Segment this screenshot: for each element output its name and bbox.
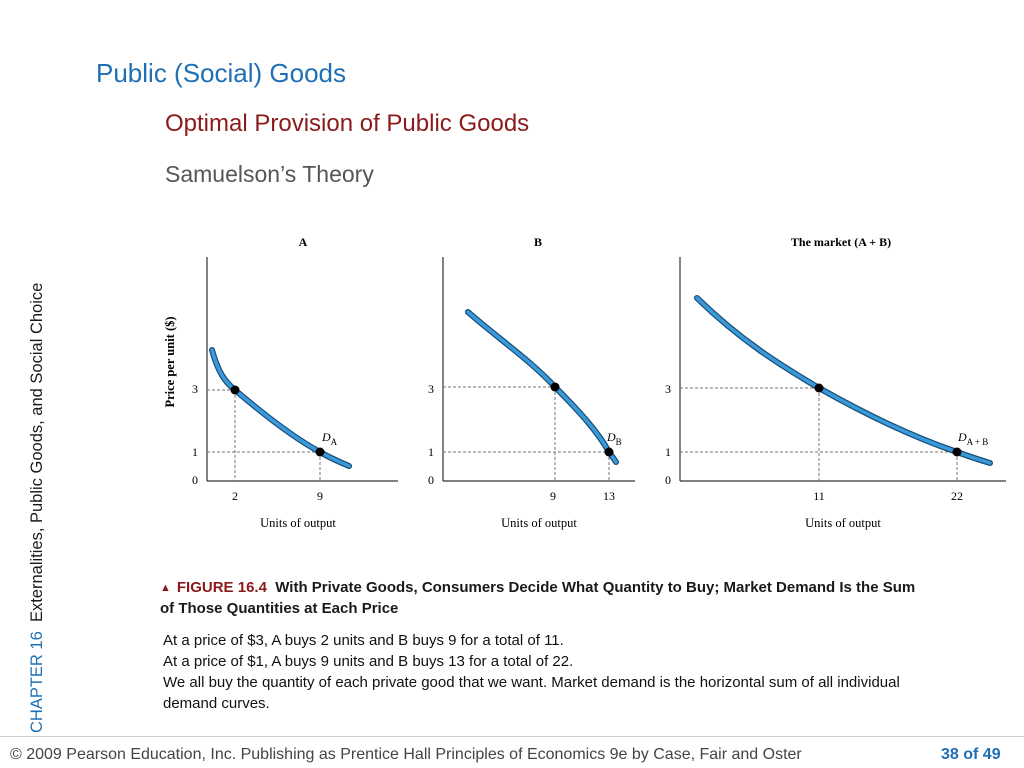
- chart-panel-b: B 0 1 3 DB 9 13 Units of output: [428, 235, 635, 530]
- chart-a-ytick-0: 0: [192, 473, 198, 487]
- chart-b-curve-label-sub: B: [616, 437, 622, 447]
- chart-a-demand-outline: [209, 347, 352, 469]
- chart-market-xtick-11: 11: [813, 489, 825, 503]
- body-text: At a price of $3, A buys 2 units and B b…: [163, 630, 943, 714]
- chart-a-title: A: [299, 235, 308, 249]
- chart-b-point-p1: [604, 447, 614, 457]
- slide-subsubtitle: Samuelson’s Theory: [165, 161, 374, 187]
- chart-b-xlabel: Units of output: [501, 516, 577, 530]
- chart-market-demand-outline: [694, 295, 993, 466]
- chart-a-ytick-1: 1: [192, 445, 198, 459]
- chart-panel-a: A Price per unit ($) 0 1 3 DA 2 9 Units …: [163, 235, 398, 530]
- chart-a-demand-curve: [210, 348, 351, 468]
- chart-market-title: The market (A + B): [791, 235, 891, 249]
- chart-b-demand-curve: [466, 310, 618, 464]
- body-line: At a price of $1, A buys 9 units and B b…: [163, 653, 574, 670]
- chart-a-xtick-9: 9: [317, 489, 323, 503]
- chart-a-curve-label-sub: A: [331, 437, 338, 447]
- figure-caption-text: With Private Goods, Consumers Decide Wha…: [160, 579, 916, 617]
- chart-a-xlabel: Units of output: [260, 516, 336, 530]
- slide-title: Public (Social) Goods: [96, 58, 346, 88]
- chart-b-xtick-13: 13: [603, 489, 615, 503]
- chart-b-curve-label-d: D: [606, 430, 616, 444]
- chart-market-curve-label: DA + B: [957, 430, 988, 447]
- chart-a-curve-label-d: D: [321, 430, 331, 444]
- chart-b-ytick-0: 0: [428, 473, 434, 487]
- chart-market-ytick-1: 1: [665, 445, 671, 459]
- chart-b-point-p3: [550, 382, 560, 392]
- chart-a-ylabel: Price per unit ($): [163, 316, 177, 407]
- page-number: 38 of 49: [941, 746, 1001, 763]
- chart-market-ytick-3: 3: [665, 382, 671, 396]
- chart-a-ytick-3: 3: [192, 382, 198, 396]
- footer-copyright: © 2009 Pearson Education, Inc. Publishin…: [10, 746, 802, 763]
- chart-market-demand-curve: [695, 296, 992, 465]
- chart-b-ytick-1: 1: [428, 445, 434, 459]
- chart-b-curve-label: DB: [606, 430, 622, 447]
- chart-market-xlabel: Units of output: [805, 516, 881, 530]
- footer-divider: [0, 736, 1024, 737]
- chart-market-curve-label-sub: A + B: [967, 437, 989, 447]
- chart-a-point-p1: [315, 447, 325, 457]
- figure-caption: ▲ FIGURE 16.4 With Private Goods, Consume…: [160, 578, 920, 619]
- chart-a-xtick-2: 2: [232, 489, 238, 503]
- chart-market-curve-label-d: D: [957, 430, 967, 444]
- chart-panel-market: The market (A + B) 0 1 3 DA + B 11 22 Un…: [665, 235, 1006, 530]
- triangle-icon: ▲: [160, 582, 171, 594]
- figure-label: FIGURE 16.4: [176, 579, 267, 596]
- chart-market-point-p1: [952, 447, 962, 457]
- chart-b-xtick-9: 9: [550, 489, 556, 503]
- slide-subtitle: Optimal Provision of Public Goods: [165, 110, 530, 137]
- chapter-number: CHAPTER 16: [28, 631, 46, 733]
- chart-market-point-p3: [814, 383, 824, 393]
- chart-b-ytick-3: 3: [428, 382, 434, 396]
- chart-a-point-p3: [230, 385, 240, 395]
- figure-charts: A Price per unit ($) 0 1 3 DA 2 9 Units …: [163, 235, 1006, 530]
- body-line: We all buy the quantity of each private …: [163, 674, 900, 712]
- body-line: At a price of $3, A buys 2 units and B b…: [163, 632, 564, 649]
- chart-market-xtick-22: 22: [951, 489, 963, 503]
- chart-a-curve-label: DA: [321, 430, 338, 447]
- chart-b-title: B: [534, 235, 542, 249]
- chart-market-ytick-0: 0: [665, 473, 671, 487]
